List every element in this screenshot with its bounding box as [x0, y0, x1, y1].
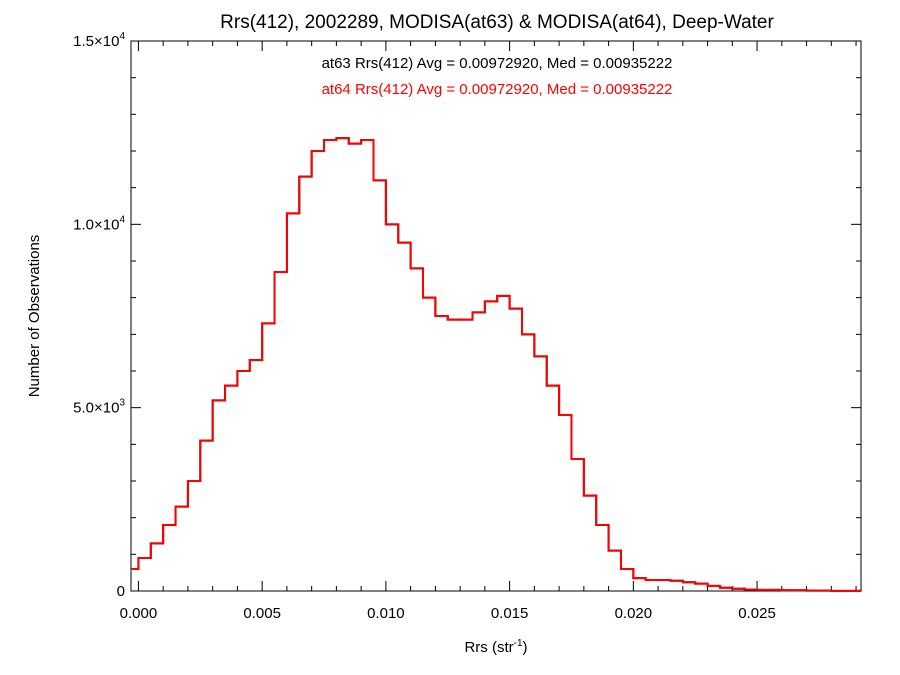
- plot-frame: [130, 40, 862, 592]
- y-axis: 0 5.0×103 1.0×104 1.5×104: [73, 31, 861, 600]
- series-at64-line: [131, 137, 862, 592]
- x-tick-label: 0.010: [367, 605, 405, 622]
- series-layer: [131, 137, 862, 592]
- x-axis-label: Rrs (str-1): [464, 638, 527, 656]
- stats-label-at64: at64 Rrs(412) Avg = 0.00972920, Med = 0.…: [322, 81, 673, 98]
- y-axis-label: Number of Observations: [26, 235, 43, 398]
- x-tick-label: 0.000: [120, 605, 158, 622]
- y-tick-label: 1.0×104: [73, 214, 125, 233]
- stats-label-at63: at63 Rrs(412) Avg = 0.00972920, Med = 0.…: [322, 55, 673, 72]
- chart-title: Rrs(412), 2002289, MODISA(at63) & MODISA…: [220, 12, 774, 33]
- x-axis: 0.000 0.005 0.010 0.015 0.020 0.025: [120, 41, 857, 622]
- x-tick-label: 0.025: [738, 605, 776, 622]
- y-tick-label: 5.0×103: [73, 398, 125, 417]
- x-tick-label: 0.005: [243, 605, 281, 622]
- y-tick-label: 0: [117, 583, 125, 600]
- x-tick-label: 0.020: [615, 605, 653, 622]
- plot-area: [130, 40, 862, 592]
- y-tick-label: 1.5×104: [73, 31, 125, 50]
- x-tick-label: 0.015: [491, 605, 529, 622]
